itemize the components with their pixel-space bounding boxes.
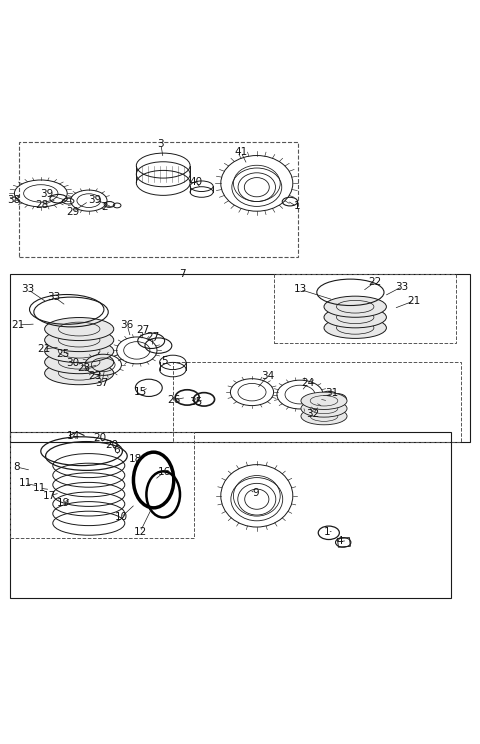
- Text: 32: 32: [306, 409, 320, 419]
- Text: 33: 33: [47, 292, 60, 301]
- Text: 18: 18: [129, 455, 142, 464]
- Text: 9: 9: [252, 489, 259, 498]
- Text: 23: 23: [88, 371, 101, 381]
- Text: 26: 26: [167, 395, 180, 405]
- Text: 35: 35: [189, 397, 203, 407]
- Text: 31: 31: [325, 388, 339, 397]
- Text: 11: 11: [33, 483, 46, 493]
- Text: 7: 7: [179, 269, 186, 278]
- Text: 28: 28: [36, 200, 49, 211]
- Text: 19: 19: [57, 498, 70, 508]
- Ellipse shape: [45, 329, 114, 352]
- Ellipse shape: [45, 362, 114, 385]
- Text: 20: 20: [93, 433, 107, 443]
- Text: 1: 1: [293, 202, 300, 211]
- Text: 34: 34: [261, 371, 275, 381]
- Text: 21: 21: [12, 320, 25, 330]
- Ellipse shape: [301, 408, 347, 425]
- Text: 23: 23: [77, 363, 91, 373]
- Text: 36: 36: [120, 320, 134, 330]
- Text: 10: 10: [114, 513, 128, 522]
- Text: 33: 33: [21, 284, 35, 295]
- Text: 25: 25: [57, 349, 70, 359]
- Text: 12: 12: [133, 527, 147, 537]
- Text: 3: 3: [157, 139, 164, 149]
- Text: 21: 21: [37, 344, 51, 354]
- Text: 39: 39: [40, 190, 54, 199]
- Text: 39: 39: [88, 195, 102, 205]
- Text: 33: 33: [396, 281, 409, 292]
- Text: 11: 11: [18, 478, 32, 488]
- Text: 1: 1: [324, 527, 331, 537]
- Text: 20: 20: [105, 440, 118, 450]
- Text: 14: 14: [66, 431, 80, 441]
- Ellipse shape: [301, 392, 347, 409]
- Text: 21: 21: [407, 296, 420, 306]
- Ellipse shape: [45, 318, 114, 341]
- Ellipse shape: [45, 350, 114, 373]
- Ellipse shape: [45, 339, 114, 362]
- Text: 13: 13: [293, 284, 307, 295]
- Text: 27: 27: [146, 333, 159, 342]
- Ellipse shape: [324, 317, 386, 339]
- Text: 24: 24: [301, 378, 315, 388]
- Text: 2: 2: [101, 202, 108, 212]
- Text: 5: 5: [161, 356, 168, 367]
- Text: 8: 8: [13, 462, 20, 472]
- Text: 40: 40: [189, 177, 203, 187]
- Text: 29: 29: [66, 207, 80, 217]
- Text: 38: 38: [7, 195, 20, 205]
- Ellipse shape: [324, 307, 386, 328]
- Text: 37: 37: [95, 378, 108, 388]
- Text: 15: 15: [133, 387, 147, 397]
- Text: 27: 27: [136, 325, 150, 335]
- Ellipse shape: [301, 400, 347, 417]
- Text: 30: 30: [66, 359, 80, 368]
- Text: 41: 41: [234, 147, 248, 157]
- Text: 4: 4: [336, 536, 343, 546]
- Text: 22: 22: [369, 277, 382, 286]
- Text: 6: 6: [113, 445, 120, 455]
- Ellipse shape: [324, 296, 386, 317]
- Text: 17: 17: [42, 491, 56, 501]
- Text: 16: 16: [157, 466, 171, 477]
